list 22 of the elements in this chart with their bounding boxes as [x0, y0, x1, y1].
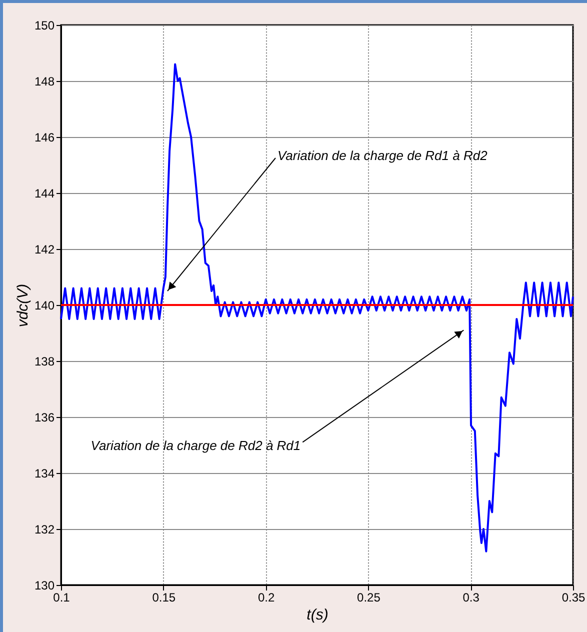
y-tick-label: 134 — [34, 466, 55, 480]
y-tick-label: 138 — [34, 354, 55, 368]
y-tick-label: 148 — [34, 74, 55, 88]
x-tick-label: 0.2 — [258, 590, 275, 604]
y-tick-label: 140 — [34, 298, 55, 312]
y-tick-label: 130 — [34, 578, 55, 592]
x-tick-label: 0.15 — [152, 590, 176, 604]
y-tick-label: 150 — [34, 18, 55, 32]
y-tick-label: 142 — [34, 242, 55, 256]
annotation: Variation de la charge de Rd2 à Rd1 — [90, 438, 301, 454]
y-tick-label: 132 — [34, 522, 55, 536]
y-tick-label: 136 — [34, 410, 55, 424]
line-series — [60, 63, 574, 552]
annotation: Variation de la charge de Rd1 à Rd2 — [277, 148, 488, 163]
y-tick-label: 146 — [34, 130, 55, 144]
y-axis-title: vdc(V) — [14, 284, 32, 328]
x-tick-label: 0.35 — [562, 590, 586, 604]
y-tick-label: 144 — [34, 186, 55, 200]
x-tick-label: 0.1 — [53, 590, 70, 604]
x-tick-label: 0.3 — [462, 590, 480, 604]
x-axis-title: t(s) — [306, 606, 328, 624]
x-tick-label: 0.25 — [357, 590, 381, 604]
